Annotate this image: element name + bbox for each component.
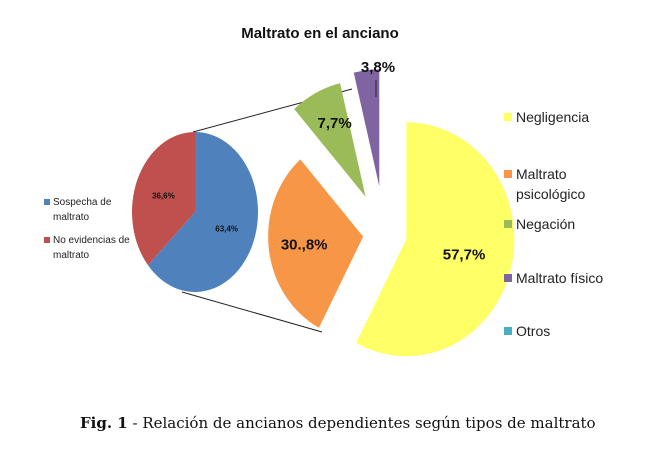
main-pie-data-label: 63,4% — [215, 224, 238, 233]
secondary-pie-slice-3 — [353, 69, 380, 187]
legend-swatch — [504, 170, 512, 178]
main-pie-slice-0 — [148, 132, 258, 292]
legend-item-secondary-1: Maltrato psicológico — [504, 164, 614, 204]
legend-label: Maltrato psicológico — [516, 166, 586, 202]
main-pie-slice-1 — [132, 132, 195, 266]
secondary-pie-data-label: 7,7% — [318, 115, 352, 132]
legend-item-secondary-2: Negación — [504, 214, 614, 234]
legend-item-main-1: No evidencias de maltrato — [44, 233, 139, 263]
legend-label: Otros — [516, 323, 551, 339]
legend-item-secondary-3: Maltrato físico — [504, 268, 614, 288]
legend-label: Negligencia — [516, 109, 590, 125]
legend-swatch — [504, 220, 512, 228]
legend-label: Maltrato físico — [516, 270, 604, 286]
legend-swatch — [44, 199, 50, 205]
secondary-pie-data-label: 30.,8% — [281, 237, 328, 254]
secondary-pie-slice-0 — [356, 122, 515, 357]
secondary-pie-data-label: 57,7% — [443, 246, 486, 263]
legend-swatch — [504, 274, 512, 282]
secondary-pie-slice-2 — [294, 83, 366, 197]
legend-swatch — [504, 113, 512, 121]
secondary-pie-data-label: 3,8% — [361, 59, 395, 76]
secondary-pie-slice-1 — [268, 159, 364, 328]
legend-label: Negación — [516, 216, 576, 232]
legend-swatch — [504, 327, 512, 335]
legend-item-main-0: Sospecha de maltrato — [44, 195, 139, 225]
legend-swatch — [44, 237, 50, 243]
chart-title: Maltrato en el anciano — [241, 25, 399, 42]
main-pie-data-label: 36,6% — [152, 192, 175, 201]
figure-number: Fig. 1 — [80, 414, 128, 432]
legend-label: Sospecha de maltrato — [53, 197, 112, 223]
figure-caption: Fig. 1 - Relación de ancianos dependient… — [80, 414, 596, 432]
legend-label: No evidencias de maltrato — [53, 235, 130, 261]
legend-item-secondary-4: Otros — [504, 321, 614, 341]
connector-line-bottom — [181, 291, 323, 333]
caption-text: - Relación de ancianos dependientes segú… — [127, 414, 596, 432]
legend-item-secondary-0: Negligencia — [504, 107, 614, 127]
